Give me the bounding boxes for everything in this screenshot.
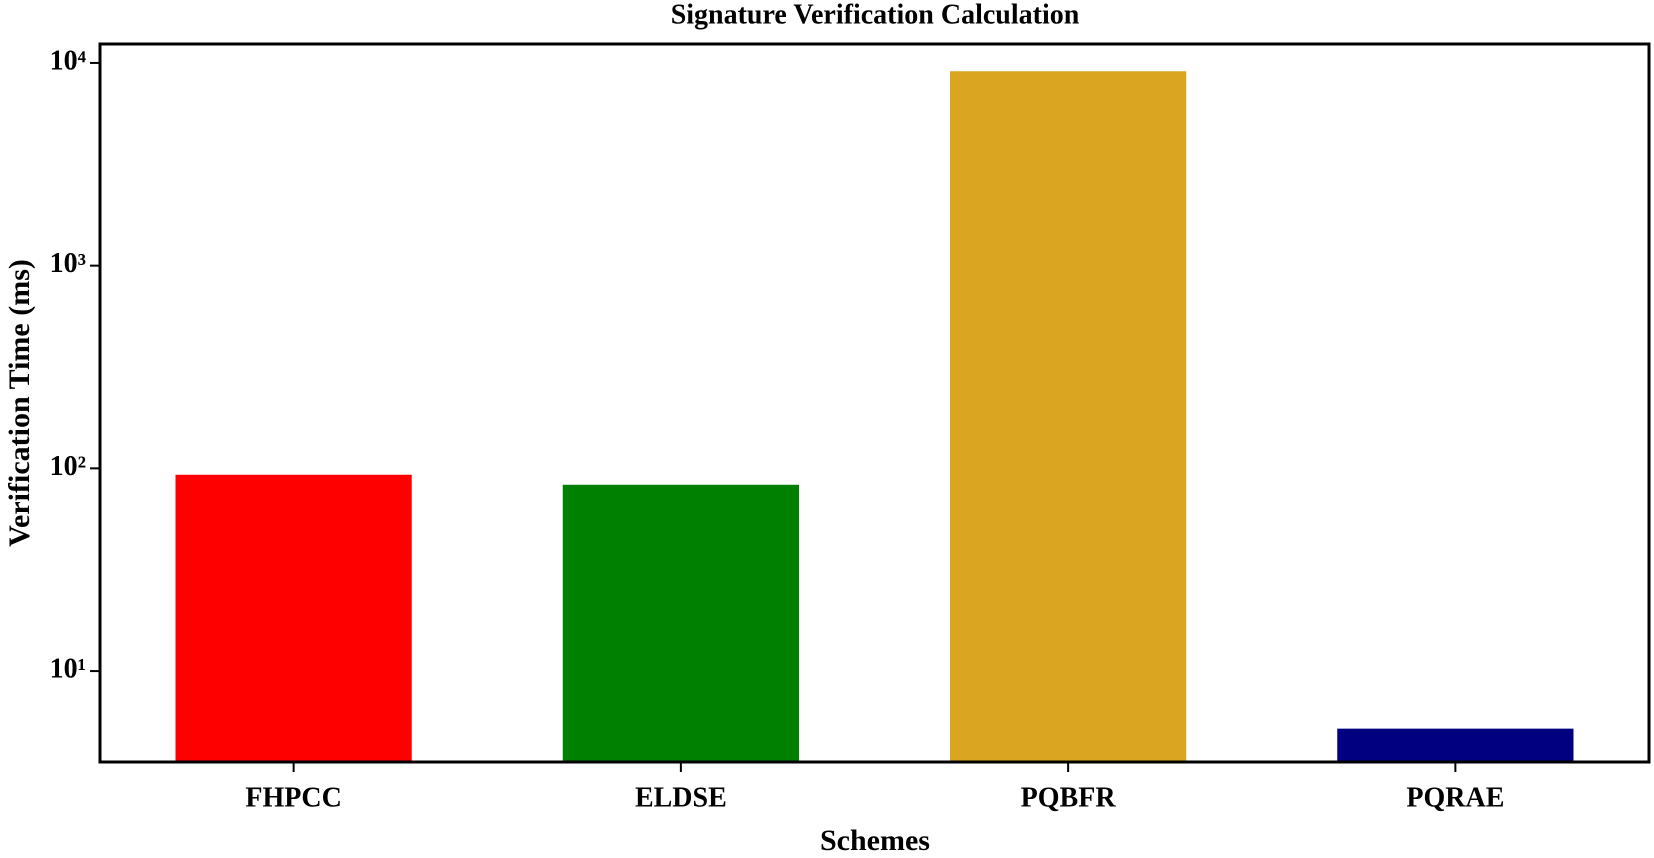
x-tick-label: ELDSE (635, 782, 727, 813)
bar (1337, 728, 1574, 762)
y-axis-label: Verification Time (ms) (3, 259, 36, 547)
y-tick-label: 10³ (50, 248, 86, 279)
y-tick-label: 10² (50, 451, 86, 482)
bar (175, 474, 412, 762)
bar (562, 484, 799, 762)
chart-title: Signature Verification Calculation (671, 0, 1080, 30)
x-axis-label: Schemes (820, 824, 930, 857)
x-tick-label: FHPCC (245, 782, 341, 813)
y-tick-label: 10¹ (50, 653, 86, 684)
x-tick-label: PQRAE (1406, 782, 1504, 813)
bar (950, 71, 1187, 763)
x-tick-label: PQBFR (1021, 782, 1117, 813)
y-tick-label: 10⁴ (50, 45, 87, 76)
plot-frame (98, 42, 1651, 764)
